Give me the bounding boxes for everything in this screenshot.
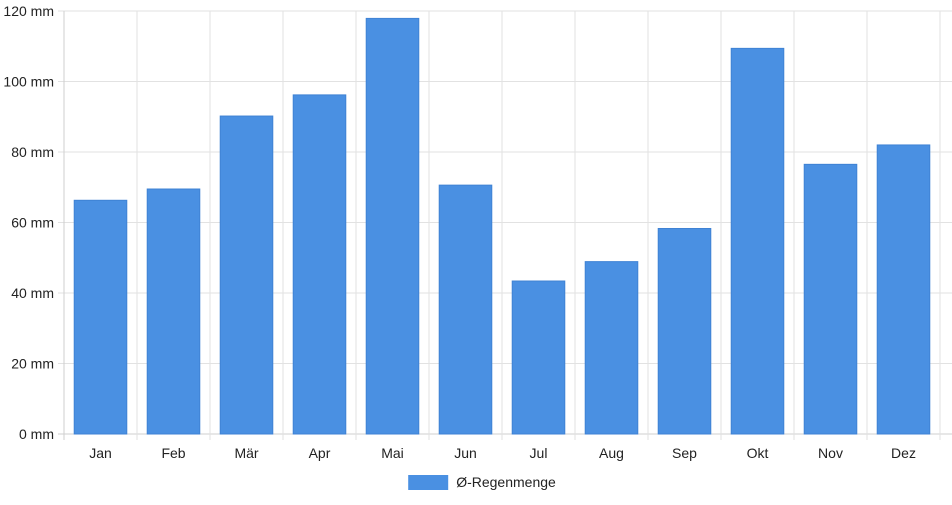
bar-apr[interactable] (292, 94, 347, 435)
y-tick-label: 100 mm (3, 74, 54, 90)
x-tick-label: Jan (89, 445, 112, 461)
x-tick-label: Okt (747, 445, 769, 461)
x-tick-label: Sep (672, 445, 697, 461)
x-tick-label: Aug (599, 445, 624, 461)
legend-swatch[interactable] (408, 475, 449, 490)
bars-layer (73, 17, 931, 435)
y-tick-label: 120 mm (3, 3, 54, 19)
y-tick-label: 60 mm (11, 215, 54, 231)
bar-aug[interactable] (584, 261, 639, 435)
axis-layer: 0 mm 20 mm 40 mm 60 mm 80 mm 100 mm 120 mm Jan F… (3, 3, 916, 461)
bar-dez[interactable] (876, 144, 931, 435)
x-tick-label: Mai (381, 445, 404, 461)
y-tick-label: 80 mm (11, 144, 54, 160)
bar-jul[interactable] (511, 280, 566, 435)
legend-label[interactable]: Ø-Regenmenge (456, 474, 556, 490)
legend[interactable]: Ø-Regenmenge (408, 474, 556, 490)
bar-jun[interactable] (438, 184, 493, 435)
bar-okt[interactable] (730, 47, 785, 435)
bar-jan[interactable] (73, 199, 128, 435)
bar-nov[interactable] (803, 163, 858, 435)
x-tick-label: Apr (309, 445, 331, 461)
bar-mär[interactable] (219, 115, 274, 435)
x-tick-label: Jul (530, 445, 548, 461)
y-tick-label: 20 mm (11, 356, 54, 372)
bar-mai[interactable] (365, 17, 420, 435)
bar-feb[interactable] (146, 188, 201, 435)
x-tick-label: Jun (454, 445, 477, 461)
y-tick-label: 40 mm (11, 285, 54, 301)
x-tick-label: Feb (161, 445, 185, 461)
x-tick-label: Mär (234, 445, 258, 461)
y-tick-label: 0 mm (19, 426, 54, 442)
x-tick-label: Nov (818, 445, 843, 461)
bar-sep[interactable] (657, 227, 712, 435)
grid-layer (58, 10, 952, 440)
x-tick-label: Dez (891, 445, 916, 461)
